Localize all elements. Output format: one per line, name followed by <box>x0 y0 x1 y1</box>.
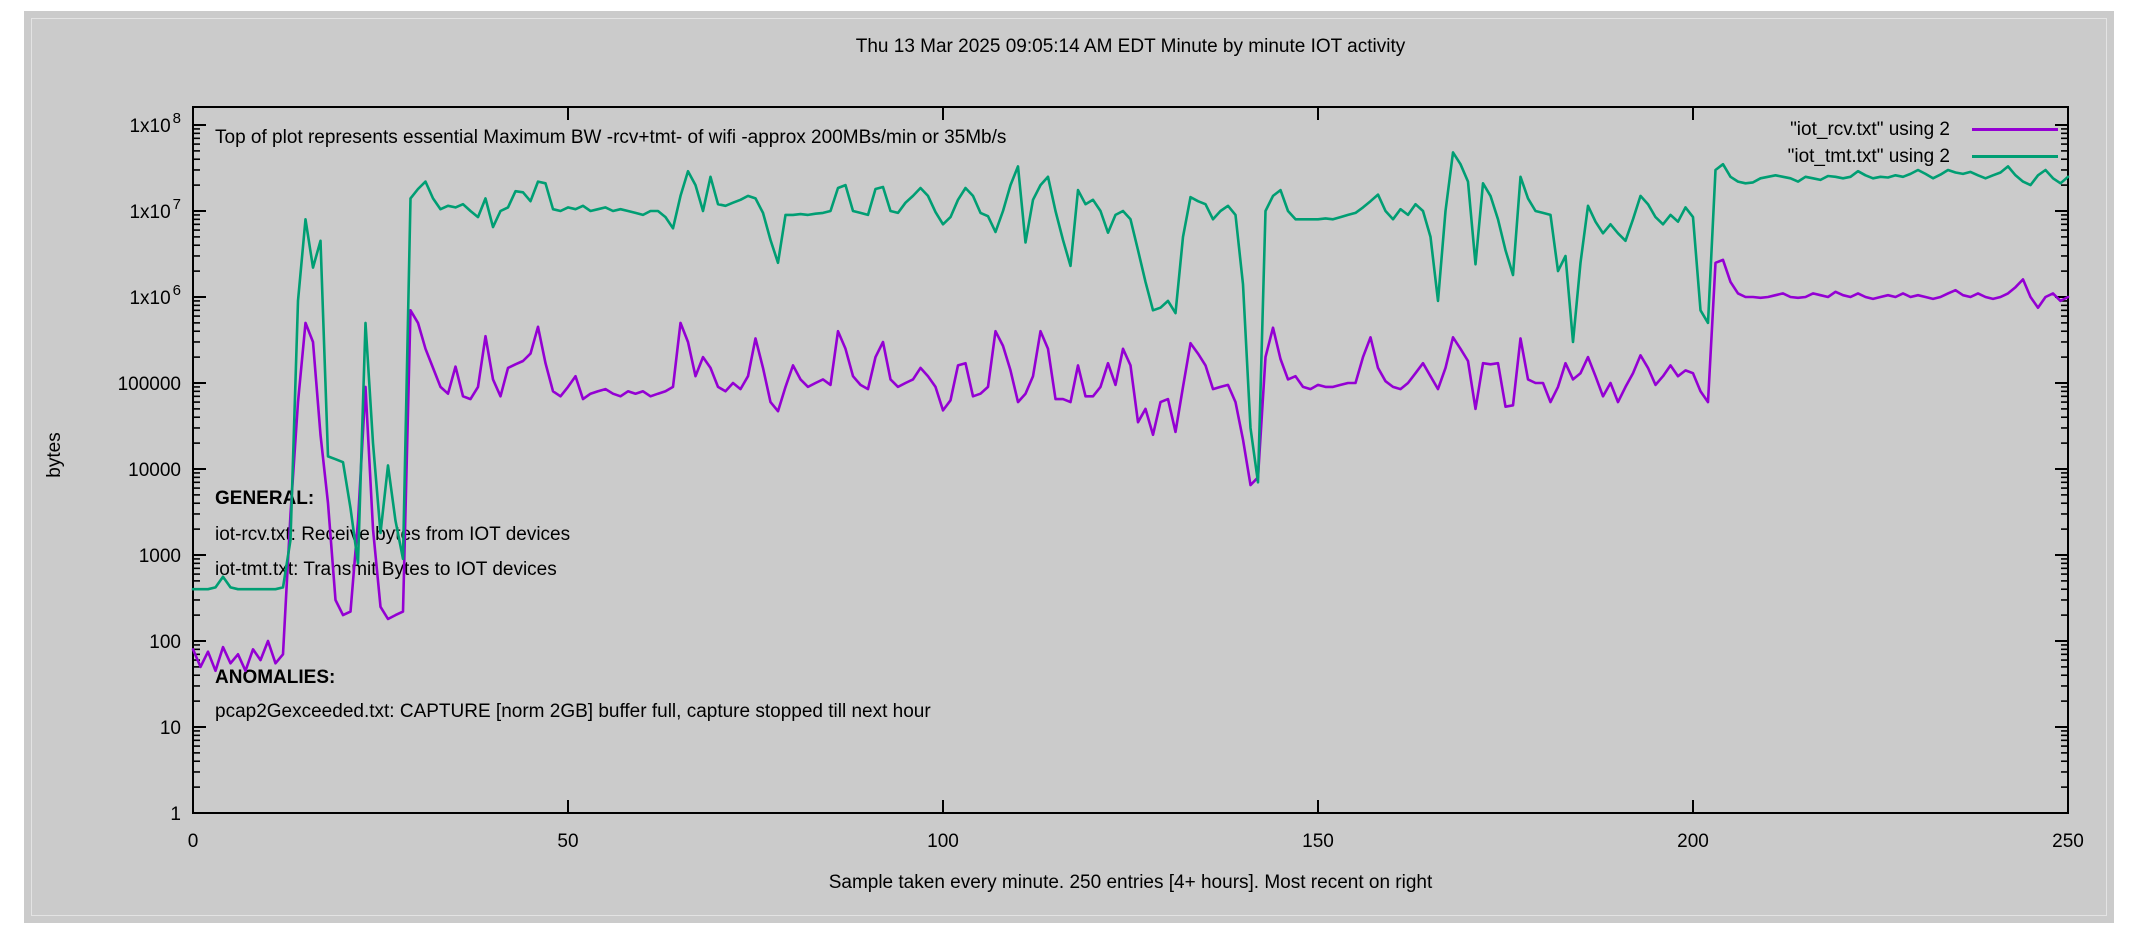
x-tick-label: 250 <box>2052 831 2084 852</box>
legend-line-sample-iot-tmt <box>1972 155 2058 158</box>
y-tick-label: 10 <box>160 718 181 739</box>
y-tick-label: 1x10 7 <box>129 196 181 223</box>
series-line-iot-rcv <box>191 258 2070 673</box>
annotation-anomalies-pcap: pcap2Gexceeded.txt: CAPTURE [norm 2GB] b… <box>215 701 931 722</box>
x-tick-label: 0 <box>188 831 199 852</box>
plot-canvas <box>24 11 2114 923</box>
series-line-iot-tmt <box>191 151 2070 591</box>
y-tick-label: 1000 <box>139 546 181 567</box>
chart-title: Thu 13 Mar 2025 09:05:14 AM EDT Minute b… <box>855 36 1406 57</box>
y-tick-label: 100 <box>149 632 181 653</box>
plot-frame <box>192 106 2069 814</box>
x-tick-label: 100 <box>927 831 959 852</box>
annotation-general-heading: GENERAL: <box>215 488 315 509</box>
y-tick-label: 1x10 6 <box>129 282 181 309</box>
legend: "iot_rcv.txt" using 2 "iot_tmt.txt" usin… <box>1788 116 2058 170</box>
legend-label-iot-rcv: "iot_rcv.txt" using 2 <box>1790 118 1950 140</box>
y-tick-label: 1x10 8 <box>129 110 181 137</box>
canvas-border <box>31 18 2107 916</box>
annotation-max-bandwidth: Top of plot represents essential Maximum… <box>215 127 1007 148</box>
legend-entry-iot-tmt: "iot_tmt.txt" using 2 <box>1788 143 2058 170</box>
y-tick-label: 10000 <box>128 460 181 481</box>
y-tick-label: 1 <box>170 804 181 825</box>
x-tick-label: 150 <box>1302 831 1334 852</box>
legend-entry-iot-rcv: "iot_rcv.txt" using 2 <box>1788 116 2058 143</box>
x-axis-label: Sample taken every minute. 250 entries [… <box>828 872 1433 893</box>
annotation-anomalies-heading: ANOMALIES: <box>215 667 336 688</box>
legend-line-sample-iot-rcv <box>1972 128 2058 131</box>
annotation-general-tmt: iot-tmt.txt: Transmit Bytes to IOT devic… <box>215 559 557 580</box>
x-tick-label: 200 <box>1677 831 1709 852</box>
y-tick-label: 100000 <box>118 374 181 395</box>
x-tick-label: 50 <box>557 831 578 852</box>
annotation-general-rcv: iot-rcv.txt: Receive bytes from IOT devi… <box>215 524 571 545</box>
legend-label-iot-tmt: "iot_tmt.txt" using 2 <box>1787 145 1950 167</box>
